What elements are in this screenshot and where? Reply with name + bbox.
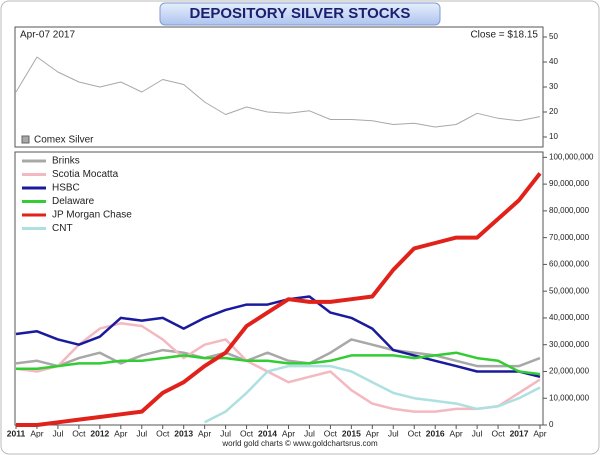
x-tick-label: Apr <box>30 428 43 438</box>
series-line <box>15 322 541 413</box>
y-tick-label: 80,000,000 <box>549 206 590 215</box>
y-tick-label: 40,000,000 <box>549 313 590 322</box>
y-tick-label: 40 <box>549 57 558 66</box>
footer: world gold charts © www.goldchartsrus.co… <box>221 439 378 448</box>
x-tick-label: 2015 <box>342 428 361 438</box>
x-tick-label: Oct <box>156 428 170 438</box>
y-tick-label: 60,000,000 <box>549 260 590 269</box>
x-tick-label: 2014 <box>258 428 277 438</box>
x-tick-label: 2012 <box>90 428 109 438</box>
x-tick-label: Jul <box>388 428 399 438</box>
legend-swatch <box>21 135 30 144</box>
x-tick-label: Jul <box>220 428 231 438</box>
x-tick-label: Oct <box>408 428 422 438</box>
series-line <box>16 172 542 427</box>
x-tick-label: Jul <box>304 428 315 438</box>
y-tick-label: 100,000,000 <box>549 152 594 161</box>
y-tick-label: 50 <box>549 32 558 41</box>
legend-label: Delaware <box>52 196 95 207</box>
x-tick-label: Apr <box>114 428 127 438</box>
series-line <box>204 364 541 424</box>
legend-label: CNT <box>52 223 73 234</box>
x-tick-label: Jul <box>472 428 483 438</box>
x-tick-label: 2016 <box>426 428 445 438</box>
x-tick-label: Apr <box>366 428 379 438</box>
y-tick-label: 10,000,000 <box>549 393 590 402</box>
x-tick-label: Oct <box>491 428 505 438</box>
y-tick-label: 20 <box>549 107 558 116</box>
y-tick-label: 30,000,000 <box>549 340 590 349</box>
chart-title: DEPOSITORY SILVER STOCKS <box>190 5 411 22</box>
x-tick-label: Jul <box>52 428 63 438</box>
y-tick-label: 10 <box>549 132 558 141</box>
legend-label: JP Morgan Chase <box>52 210 132 221</box>
y-tick-label: 20,000,000 <box>549 367 590 376</box>
x-tick-label: 2011 <box>7 428 26 438</box>
series-line <box>16 351 541 376</box>
legend-label: Brinks <box>52 156 80 167</box>
y-tick-label: 90,000,000 <box>549 179 590 188</box>
close-label: Close = $18.15 <box>470 30 538 41</box>
x-tick-label: Oct <box>324 428 338 438</box>
x-tick-label: Apr <box>450 428 463 438</box>
date-label: Apr-07 2017 <box>20 30 75 41</box>
x-tick-label: Apr <box>198 428 211 438</box>
x-tick-label: Apr <box>533 428 546 438</box>
x-tick-label: Oct <box>240 428 254 438</box>
y-tick-label: 0 <box>549 420 554 429</box>
legend-box <box>17 154 137 238</box>
legend-label: Scotia Mocatta <box>52 169 119 180</box>
y-tick-label: 50,000,000 <box>549 286 590 295</box>
series-line <box>15 56 541 128</box>
title-bar <box>159 2 441 26</box>
x-tick-label: 2017 <box>510 428 529 438</box>
x-tick-label: Jul <box>136 428 147 438</box>
legend-label: Comex Silver <box>34 135 94 146</box>
legend-label: HSBC <box>52 183 80 194</box>
series-line <box>15 338 541 368</box>
x-tick-label: 2013 <box>174 428 193 438</box>
upper-panel <box>14 26 544 148</box>
y-tick-label: 70,000,000 <box>549 233 590 242</box>
x-tick-label: Apr <box>282 428 295 438</box>
series-line <box>15 295 541 379</box>
x-tick-label: Oct <box>72 428 86 438</box>
y-tick-label: 30 <box>549 82 558 91</box>
